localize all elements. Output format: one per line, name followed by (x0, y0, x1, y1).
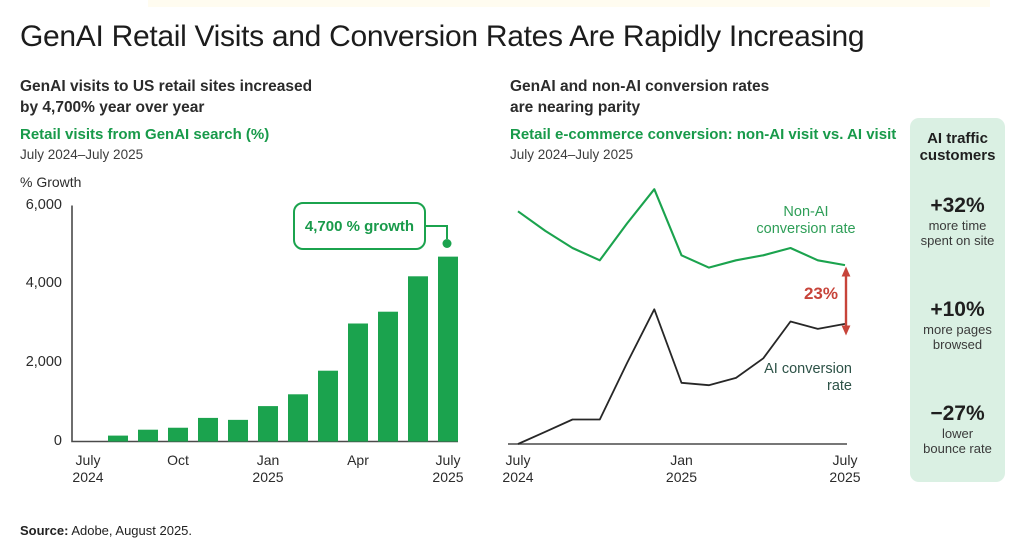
non-ai-series-label-line1: Non-AI (783, 204, 829, 220)
left-chart-date-range: July 2024–July 2025 (20, 147, 144, 162)
x-tick-label: Oct (167, 452, 189, 468)
source-label: Source: (20, 523, 69, 538)
x-tick-label: July 2025 (829, 452, 861, 485)
bar (228, 419, 248, 442)
panel-title-line1: AI traffic (927, 130, 988, 147)
bar (318, 370, 338, 442)
bar (168, 427, 188, 442)
callout-connector (424, 225, 448, 239)
stat-desc-line2: spent on site (920, 233, 995, 248)
top-accent-strip (148, 0, 990, 7)
right-chart-heading-line1: GenAI and non-AI conversion rates (510, 78, 770, 95)
right-chart-heading-line2: are nearing parity (510, 99, 641, 116)
non-ai-series-label-line2: conversion rate (756, 221, 856, 237)
bar (408, 276, 428, 442)
stat-desc-line1: more time (928, 218, 987, 233)
gap-arrow-head-down (841, 325, 851, 336)
bar (288, 394, 308, 442)
stat-desc-line1: lower (941, 426, 974, 441)
stat-desc-line2: browsed (932, 337, 983, 352)
y-tick-label: 0 (53, 432, 62, 449)
y-tick-label: 6,000 (25, 196, 62, 213)
gap-arrow-head-up (841, 266, 851, 277)
bar (258, 406, 278, 442)
y-tick-label: 2,000 (25, 353, 62, 370)
bar (438, 256, 458, 442)
bar (198, 417, 218, 442)
right-chart-date-range: July 2024–July 2025 (510, 147, 634, 162)
x-tick-label: Jan 2025 (252, 452, 284, 485)
page-title: GenAI Retail Visits and Conversion Rates… (20, 20, 865, 53)
y-tick-label: 4,000 (25, 275, 62, 292)
stat-time-on-site: +32% more time spent on site (910, 194, 1005, 248)
x-tick-label: July 2024 (502, 452, 534, 485)
panel-title-line2: customers (919, 147, 996, 164)
stat-bounce-rate: −27% lower bounce rate (910, 402, 1005, 456)
right-chart-subtitle: Retail e-commerce conversion: non-AI vis… (510, 126, 897, 143)
stat-desc-line2: bounce rate (923, 441, 992, 456)
left-chart-subtitle: Retail visits from GenAI search (%) (20, 126, 270, 143)
source-text: Adobe, August 2025. (71, 523, 193, 538)
conversion-gap-label: 23% (803, 284, 838, 303)
ai-series-label: AI conversion rate (732, 361, 852, 395)
x-tick-label: July 2025 (432, 452, 464, 485)
x-tick-label: July 2024 (72, 452, 104, 485)
x-tick-label: Jan 2025 (665, 452, 698, 485)
callout-dot (442, 239, 452, 248)
growth-callout-label: 4,700 % growth (304, 217, 415, 235)
bar (378, 311, 398, 442)
stat-pages-browsed: +10% more pages browsed (910, 298, 1005, 352)
left-chart-heading-line1: GenAI visits to US retail sites increase… (20, 78, 313, 95)
stat-value: +32% (930, 194, 985, 217)
source-line: Source: Adobe, August 2025. (20, 523, 192, 538)
bar (138, 429, 158, 442)
bar (108, 435, 128, 442)
growth-callout: 4,700 % growth (293, 202, 426, 250)
stat-value: −27% (930, 402, 985, 425)
ai-series-label-line2: rate (827, 378, 852, 394)
x-tick-label: Apr (347, 452, 369, 468)
non-ai-series-label: Non-AI conversion rate (748, 204, 864, 238)
bar (348, 323, 368, 442)
stat-value: +10% (930, 298, 985, 321)
panel-title: AI traffic customers (910, 130, 1005, 164)
ai-series-label-line1: AI conversion (764, 361, 852, 377)
stat-desc-line1: more pages (923, 322, 992, 337)
left-chart-y-axis-label: % Growth (20, 174, 82, 190)
ai-traffic-customers-panel: AI traffic customers +32% more time spen… (910, 118, 1005, 482)
left-chart-heading-line2: by 4,700% year over year (20, 99, 205, 116)
